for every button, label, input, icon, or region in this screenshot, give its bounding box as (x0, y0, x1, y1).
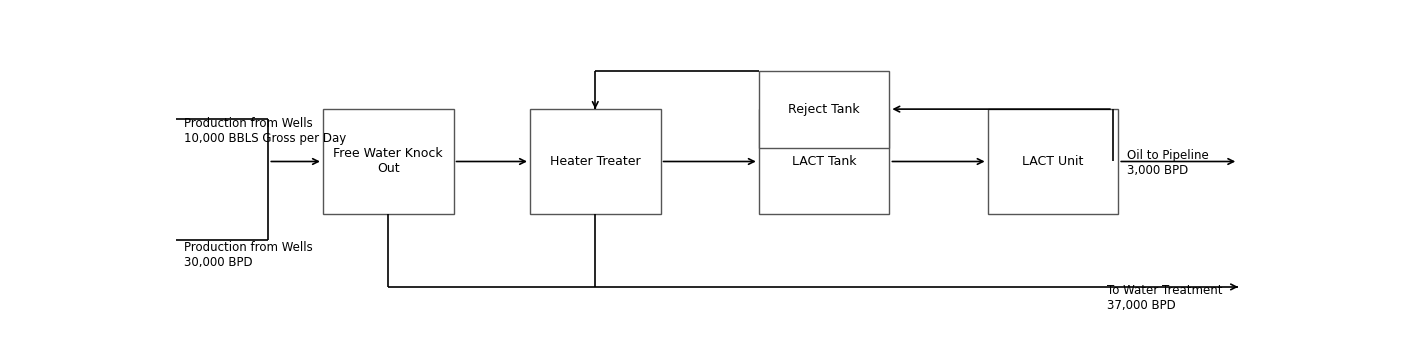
Text: LACT Tank: LACT Tank (792, 155, 856, 168)
Text: Free Water Knock
Out: Free Water Knock Out (333, 147, 443, 175)
FancyBboxPatch shape (987, 109, 1118, 214)
Text: Production from Wells
30,000 BPD: Production from Wells 30,000 BPD (184, 241, 314, 269)
Text: Oil to Pipeline
3,000 BPD: Oil to Pipeline 3,000 BPD (1128, 149, 1209, 177)
FancyBboxPatch shape (323, 109, 454, 214)
Text: To Water Treatment
37,000 BPD: To Water Treatment 37,000 BPD (1108, 284, 1223, 312)
FancyBboxPatch shape (759, 71, 890, 148)
FancyBboxPatch shape (530, 109, 661, 214)
Text: Reject Tank: Reject Tank (789, 103, 860, 116)
FancyBboxPatch shape (759, 109, 890, 214)
Text: LACT Unit: LACT Unit (1022, 155, 1084, 168)
Text: Heater Treater: Heater Treater (550, 155, 641, 168)
Text: Production from Wells
10,000 BBLS Gross per Day: Production from Wells 10,000 BBLS Gross … (184, 117, 347, 145)
